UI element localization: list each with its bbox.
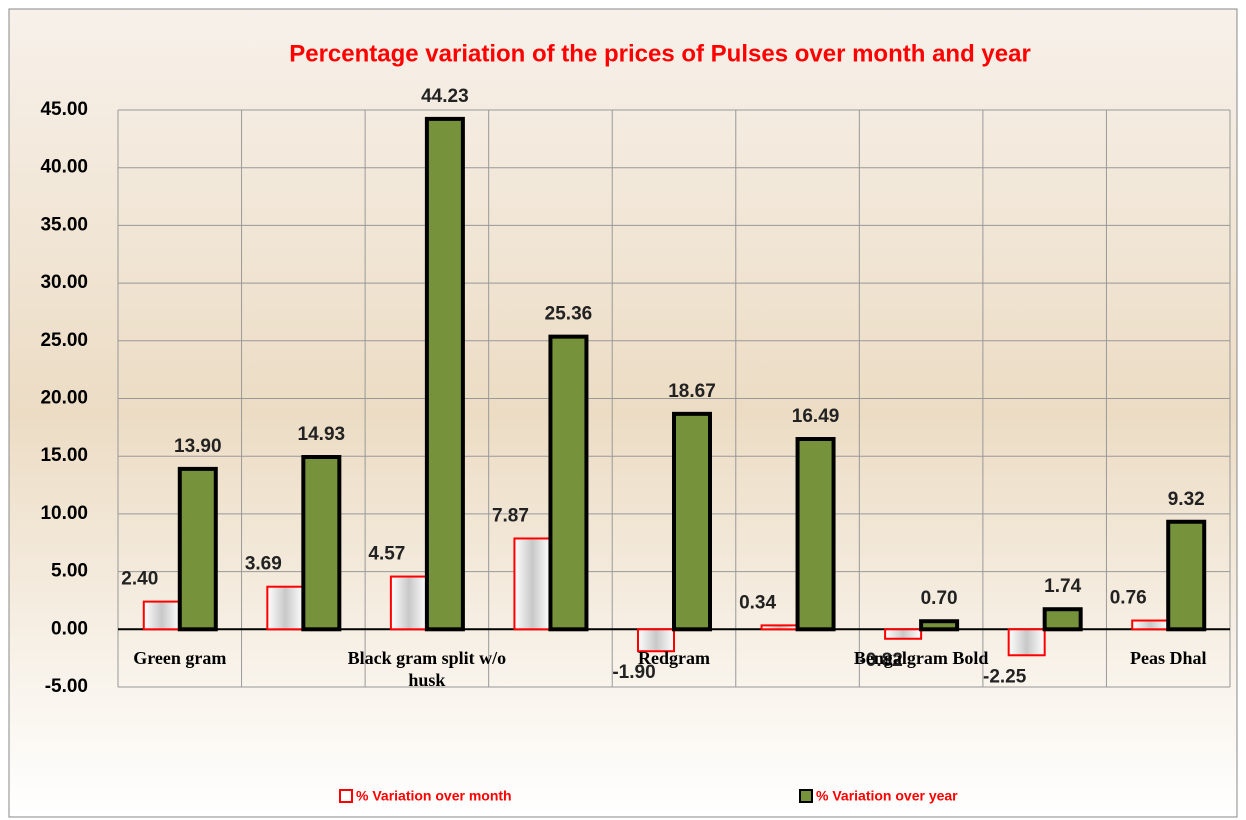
value-label: 2.40 bbox=[121, 569, 158, 590]
legend-swatch bbox=[339, 789, 353, 803]
value-label: 3.69 bbox=[245, 554, 282, 575]
bar bbox=[1007, 628, 1046, 657]
bar bbox=[672, 411, 712, 632]
value-label: 25.36 bbox=[545, 304, 593, 325]
bar bbox=[266, 585, 305, 631]
x-tick-label: Redgram bbox=[638, 648, 710, 669]
y-tick-label: 40.00 bbox=[40, 157, 88, 178]
bar bbox=[301, 455, 342, 632]
bar bbox=[760, 624, 799, 631]
bar bbox=[919, 619, 960, 632]
bar bbox=[795, 437, 836, 632]
x-tick-label: Bengalgram Bold bbox=[853, 648, 989, 669]
value-label: 4.57 bbox=[368, 544, 405, 565]
bar bbox=[1166, 519, 1207, 632]
value-label: 13.90 bbox=[174, 436, 222, 457]
y-tick-label: 25.00 bbox=[40, 330, 88, 351]
legend-swatch bbox=[799, 789, 813, 803]
y-tick-label: 10.00 bbox=[40, 503, 88, 524]
y-tick-label: 35.00 bbox=[40, 214, 88, 235]
chart-frame bbox=[8, 8, 1238, 818]
bar bbox=[142, 600, 181, 631]
y-tick-label: 30.00 bbox=[40, 272, 88, 293]
bar bbox=[424, 116, 465, 632]
bar bbox=[1131, 619, 1170, 631]
value-label: 18.67 bbox=[668, 381, 716, 402]
x-tick-label: Green gram bbox=[133, 648, 227, 669]
value-label: 1.74 bbox=[1044, 576, 1081, 597]
y-tick-label: -5.00 bbox=[45, 676, 88, 697]
bar bbox=[884, 628, 923, 640]
bar bbox=[177, 466, 218, 632]
value-label: 0.76 bbox=[1110, 588, 1147, 609]
x-tick-label: Black gram split w/o husk bbox=[347, 648, 507, 691]
value-label: 0.70 bbox=[921, 588, 958, 609]
legend-label: % Variation over year bbox=[816, 788, 958, 804]
y-tick-label: 20.00 bbox=[40, 388, 88, 409]
value-label: -2.25 bbox=[983, 666, 1027, 687]
x-tick-label: Peas Dhal bbox=[1129, 648, 1207, 669]
bar bbox=[513, 537, 552, 631]
value-label: 16.49 bbox=[792, 406, 840, 427]
y-tick-label: 15.00 bbox=[40, 445, 88, 466]
bar bbox=[389, 575, 428, 631]
value-label: 9.32 bbox=[1168, 489, 1205, 510]
value-label: 14.93 bbox=[298, 424, 346, 445]
value-label: 7.87 bbox=[492, 505, 529, 526]
value-label: -0.82 bbox=[859, 650, 902, 671]
y-tick-label: 45.00 bbox=[40, 99, 88, 120]
chart-title: Percentage variation of the prices of Pu… bbox=[289, 40, 1031, 67]
y-tick-label: 5.00 bbox=[51, 561, 88, 582]
value-label: 44.23 bbox=[421, 86, 469, 107]
value-label: -1.90 bbox=[612, 662, 655, 683]
y-tick-label: 0.00 bbox=[51, 618, 88, 639]
bar bbox=[548, 334, 589, 632]
bar bbox=[1042, 607, 1083, 632]
value-label: 0.34 bbox=[739, 592, 776, 613]
legend-label: % Variation over month bbox=[356, 788, 512, 804]
bar bbox=[637, 628, 675, 653]
